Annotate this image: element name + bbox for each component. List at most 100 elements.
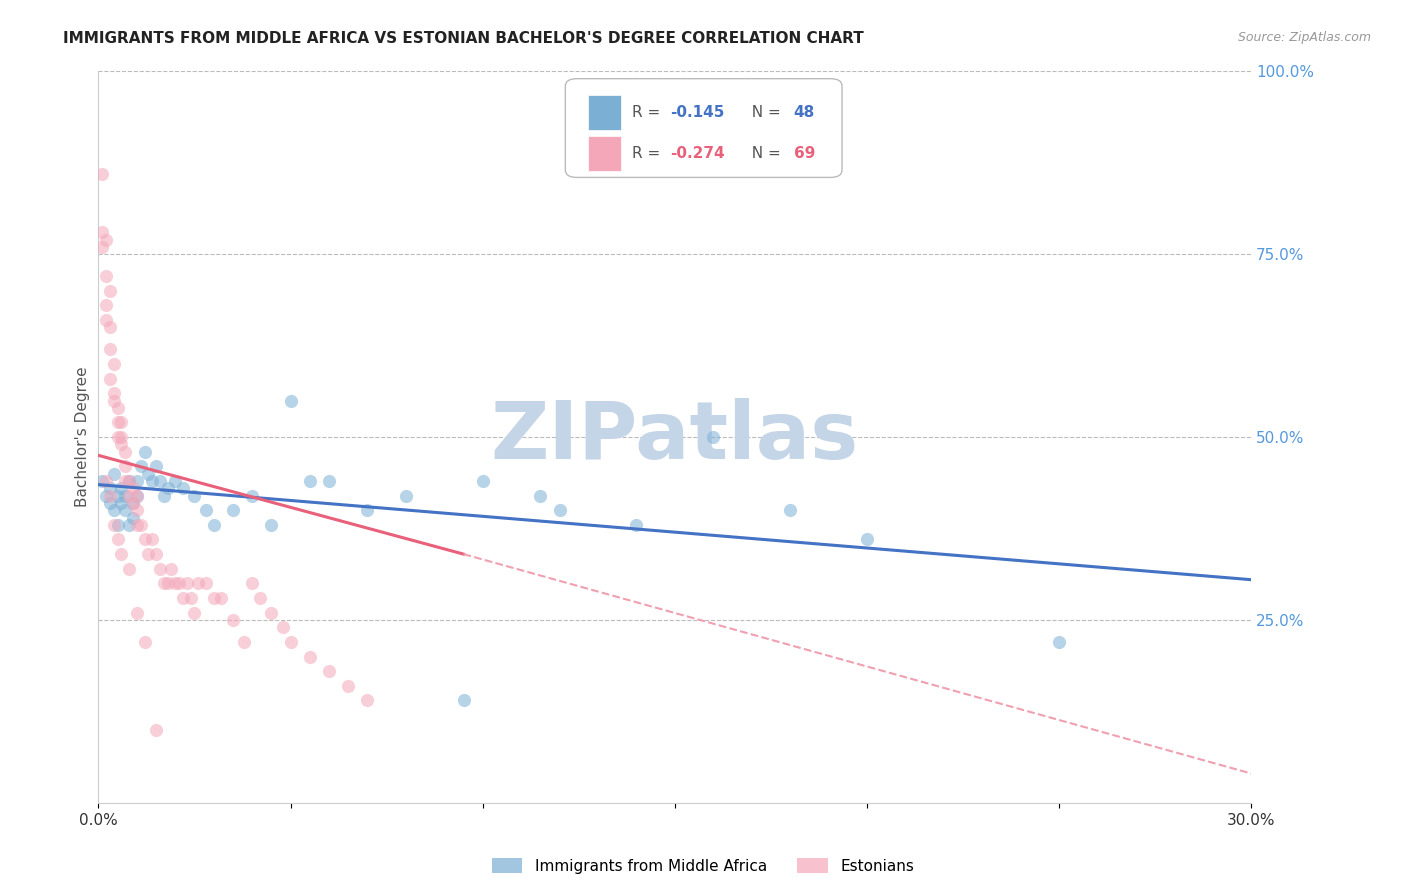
Point [165, 474, 187, 488]
Point [94, 298, 117, 312]
Point [134, 635, 156, 649]
Point [98, 489, 121, 503]
Text: N =: N = [742, 105, 786, 120]
Point [156, 481, 179, 495]
Point [202, 591, 225, 605]
Bar [588, 95, 620, 130]
Point [145, 547, 167, 561]
Point [249, 591, 271, 605]
Point [94, 233, 117, 247]
Text: -0.274: -0.274 [671, 145, 725, 161]
Point [91, 167, 114, 181]
Point [138, 547, 160, 561]
Point [107, 489, 129, 503]
Text: Source: ZipAtlas.com: Source: ZipAtlas.com [1237, 31, 1371, 45]
Point [98, 496, 121, 510]
Point [453, 693, 475, 707]
Point [160, 562, 183, 576]
Point [125, 503, 148, 517]
Point [145, 459, 167, 474]
Point [110, 481, 132, 495]
Point [298, 649, 321, 664]
Point [114, 489, 136, 503]
Point [222, 613, 245, 627]
Point [1047, 635, 1070, 649]
Point [209, 591, 232, 605]
Point [240, 489, 263, 503]
Point [91, 240, 114, 254]
Point [260, 606, 283, 620]
Point [172, 591, 194, 605]
Point [114, 474, 136, 488]
Point [110, 416, 132, 430]
Point [103, 467, 125, 481]
Point [529, 489, 551, 503]
Point [626, 517, 648, 532]
Point [129, 517, 152, 532]
Point [107, 533, 129, 547]
Point [94, 489, 117, 503]
Point [125, 489, 148, 503]
Point [318, 664, 340, 678]
Point [125, 517, 148, 532]
Point [471, 474, 494, 488]
Text: 69: 69 [793, 145, 815, 161]
Bar [588, 136, 620, 171]
Point [118, 517, 141, 532]
Point [103, 517, 125, 532]
Point [195, 503, 218, 517]
Point [94, 313, 117, 327]
Point [356, 503, 378, 517]
Point [91, 474, 114, 488]
Point [280, 393, 302, 408]
Point [103, 357, 125, 371]
Point [122, 481, 145, 495]
Point [98, 343, 121, 357]
Point [118, 474, 141, 488]
Point [318, 474, 340, 488]
Point [183, 606, 205, 620]
Point [183, 489, 205, 503]
Point [98, 284, 121, 298]
Point [779, 503, 801, 517]
Point [114, 459, 136, 474]
Text: N =: N = [742, 145, 786, 161]
Point [103, 503, 125, 517]
Point [129, 459, 152, 474]
Point [702, 430, 724, 444]
Point [125, 489, 148, 503]
Point [122, 510, 145, 524]
Point [118, 474, 141, 488]
Y-axis label: Bachelor's Degree: Bachelor's Degree [75, 367, 90, 508]
Point [141, 474, 163, 488]
Point [156, 576, 179, 591]
Point [202, 517, 225, 532]
Point [280, 635, 302, 649]
Point [110, 547, 132, 561]
Text: IMMIGRANTS FROM MIDDLE AFRICA VS ESTONIAN BACHELOR'S DEGREE CORRELATION CHART: IMMIGRANTS FROM MIDDLE AFRICA VS ESTONIA… [63, 31, 865, 46]
Point [548, 503, 571, 517]
Point [395, 489, 418, 503]
Point [94, 474, 117, 488]
Point [167, 576, 190, 591]
Point [152, 489, 174, 503]
Point [107, 401, 129, 415]
Point [195, 576, 218, 591]
Point [152, 576, 174, 591]
Point [298, 474, 321, 488]
Point [103, 393, 125, 408]
Point [118, 562, 141, 576]
Point [134, 533, 156, 547]
Point [107, 517, 129, 532]
Point [98, 320, 121, 334]
Point [222, 503, 245, 517]
Text: R =: R = [633, 145, 665, 161]
Point [172, 481, 194, 495]
Point [110, 437, 132, 451]
Point [110, 430, 132, 444]
Point [103, 386, 125, 401]
Point [91, 225, 114, 239]
Point [110, 496, 132, 510]
Point [233, 635, 256, 649]
Point [107, 416, 129, 430]
